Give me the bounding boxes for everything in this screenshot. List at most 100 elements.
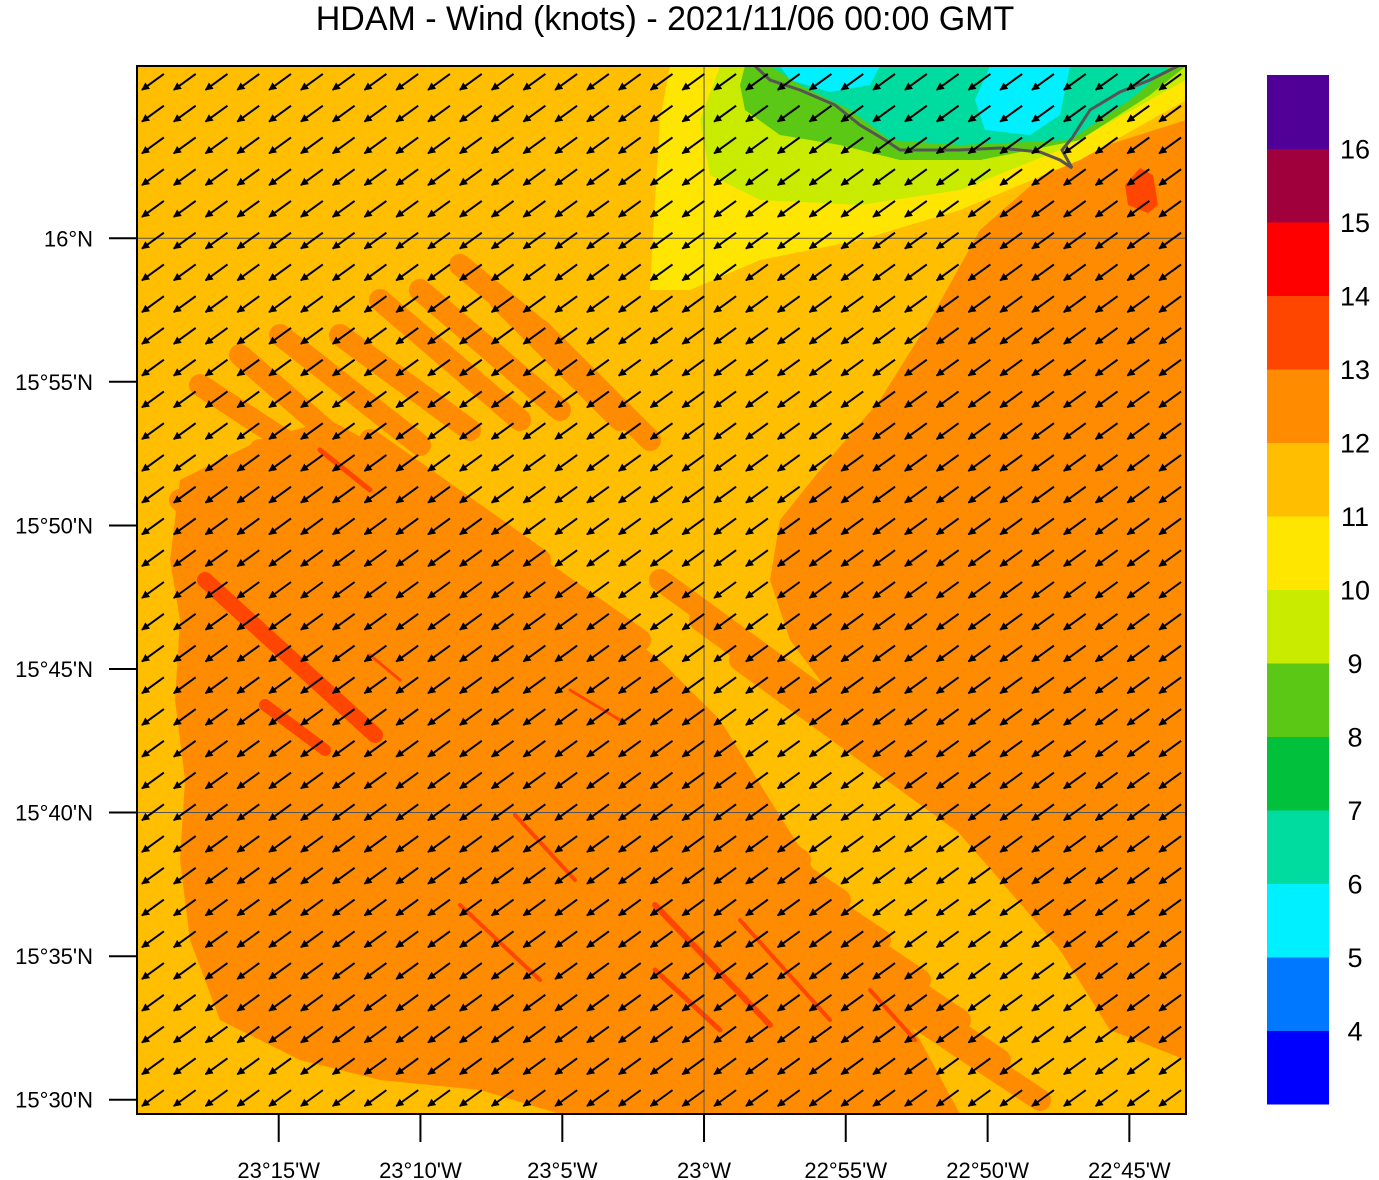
wind-arrow — [745, 1025, 769, 1044]
wind-arrow — [300, 200, 324, 218]
wind-arrow — [173, 104, 197, 123]
wind-arrow — [745, 422, 769, 441]
wind-arrow — [713, 835, 737, 853]
wind-arrow — [1063, 549, 1087, 568]
wind-arrow — [681, 295, 705, 313]
wind-arrow — [904, 1057, 928, 1076]
wind-arrow — [904, 295, 928, 313]
wind-arrow — [236, 104, 260, 123]
wind-arrow — [300, 327, 324, 345]
wind-arrow — [935, 390, 960, 409]
wind-arrow — [331, 390, 356, 409]
colorbar-swatch — [1267, 736, 1329, 811]
wind-arrow — [1158, 867, 1182, 885]
wind-arrow — [141, 295, 165, 313]
wind-arrow — [713, 676, 737, 695]
wind-arrow — [300, 517, 324, 536]
wind-arrow — [173, 708, 197, 726]
wind-arrow — [649, 867, 674, 885]
wind-arrow — [999, 898, 1023, 917]
wind-arrow — [459, 168, 483, 186]
wind-arrow — [1063, 898, 1087, 917]
wind-arrow — [967, 168, 991, 186]
wind-arrow — [1031, 867, 1055, 885]
wind-arrow — [1158, 390, 1182, 409]
wind-arrow — [1126, 1089, 1150, 1107]
wind-arrow — [872, 485, 896, 504]
wind-arrow — [331, 136, 356, 155]
wind-arrow — [1063, 231, 1087, 250]
wind-arrow — [427, 803, 451, 822]
wind-arrow — [236, 549, 260, 568]
wind-arrow — [1126, 708, 1150, 726]
wind-arrow — [1094, 771, 1119, 790]
colorbar-label: 5 — [1347, 943, 1362, 973]
wind-arrow — [554, 581, 578, 599]
wind-arrow — [618, 739, 642, 758]
wind-arrow — [1063, 962, 1087, 980]
wind-arrow — [427, 1089, 451, 1107]
wind-arrow — [236, 358, 260, 377]
wind-arrow — [872, 771, 896, 790]
wind-arrow — [1094, 1025, 1119, 1044]
wind-arrow — [204, 358, 229, 377]
wind-arrow — [808, 835, 833, 853]
wind-arrow — [745, 612, 769, 631]
wind-arrow — [777, 231, 801, 250]
wind-arrow — [522, 803, 546, 822]
wind-arrow — [427, 549, 451, 568]
wind-arrow — [1031, 962, 1055, 980]
wind-arrow — [300, 835, 324, 853]
wind-arrow — [427, 962, 451, 980]
wind-arrow — [173, 1057, 197, 1076]
wind-arrow — [1094, 708, 1119, 726]
wind-arrow — [268, 994, 292, 1012]
wind-arrow — [331, 739, 356, 758]
wind-arrow — [1031, 771, 1055, 790]
wind-arrow — [363, 867, 387, 885]
wind-arrow — [268, 517, 292, 536]
wind-stripe — [209, 469, 391, 611]
wind-arrow — [331, 295, 356, 313]
wind-arrow — [586, 581, 610, 599]
wind-arrow — [808, 104, 833, 123]
wind-arrow — [808, 962, 833, 980]
wind-streak — [458, 903, 542, 982]
wind-arrow — [522, 867, 546, 885]
wind-arrow — [554, 168, 578, 186]
wind-arrow — [1094, 454, 1119, 472]
wind-arrow — [490, 581, 515, 599]
wind-arrow — [1126, 231, 1150, 250]
wind-arrow — [904, 962, 928, 980]
wind-arrow — [1126, 327, 1150, 345]
wind-arrow — [363, 295, 387, 313]
wind-arrow — [554, 1025, 578, 1044]
wind-arrow — [331, 962, 356, 980]
wind-arrow — [681, 771, 705, 790]
wind-arrow — [554, 327, 578, 345]
wind-arrow — [904, 644, 928, 663]
wind-arrow — [522, 549, 546, 568]
wind-arrow — [300, 930, 324, 949]
wind-arrow — [745, 454, 769, 472]
wind-arrow — [427, 1025, 451, 1044]
wind-arrow — [1158, 295, 1182, 313]
wind-arrow — [935, 612, 960, 631]
wind-arrow — [681, 73, 705, 91]
wind-arrow — [554, 295, 578, 313]
wind-arrow — [935, 104, 960, 123]
wind-arrow — [427, 867, 451, 885]
wind-arrow — [999, 231, 1023, 250]
wind-arrow — [300, 771, 324, 790]
wind-arrow — [904, 676, 928, 695]
wind-arrow — [745, 803, 769, 822]
wind-arrow — [331, 200, 356, 218]
wind-arrow — [745, 771, 769, 790]
wind-arrow — [204, 867, 229, 885]
wind-arrow — [459, 327, 483, 345]
wind-arrow — [459, 1057, 483, 1076]
longitude-axis: 23°15'W 23°10'W 23°5'W 23°W 22°55'W 22°50'W 22… — [237, 1114, 1171, 1180]
wind-arrow — [459, 962, 483, 980]
wind-arrow — [999, 676, 1023, 695]
wind-arrow — [967, 962, 991, 980]
